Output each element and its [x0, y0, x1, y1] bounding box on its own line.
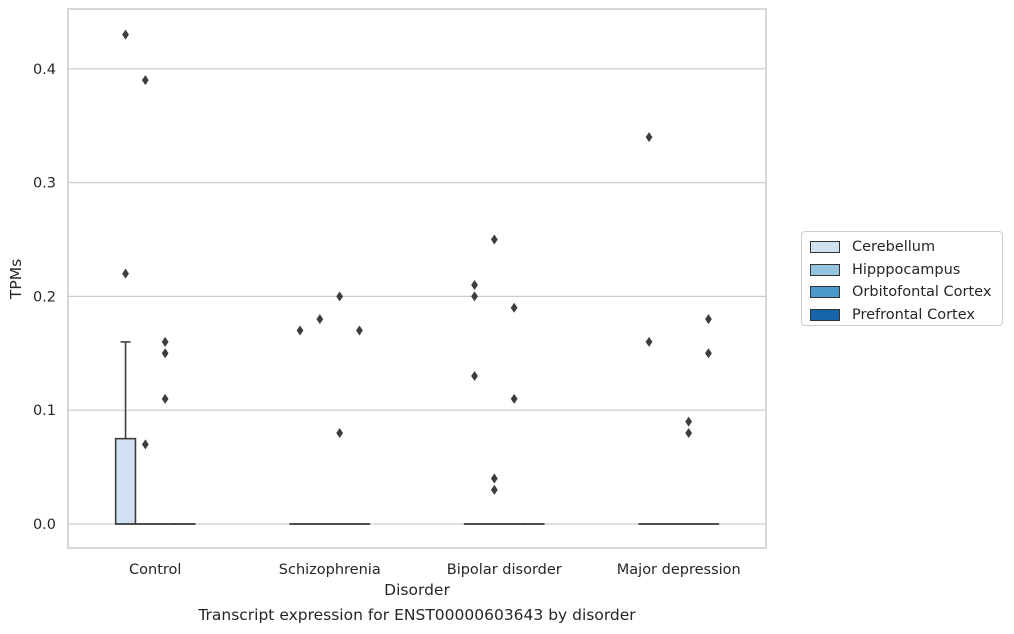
outlier-point [510, 302, 518, 313]
outlier-point [471, 280, 478, 291]
legend-swatch [810, 308, 840, 321]
outlier-point [161, 348, 169, 359]
legend-item-hippocampus: Hipppocampus [810, 259, 994, 282]
x-tick-label: Control [129, 562, 181, 578]
gridlines [68, 68, 766, 525]
legend-label: Hipppocampus [852, 261, 961, 278]
legend-item-orbitofrontal-cortex: Orbitofontal Cortex [810, 281, 994, 304]
legend: Cerebellum Hipppocampus Orbitofontal Cor… [801, 231, 1003, 326]
plot-frame [67, 8, 767, 549]
figure-caption: Transcript expression for ENST0000060364… [198, 606, 636, 624]
box [114, 437, 137, 525]
outlier-point [122, 29, 129, 40]
outlier-point [336, 427, 344, 438]
x-tick-label: Major depression [617, 562, 741, 578]
outlier-point [471, 291, 478, 302]
y-axis-ticks: 0.0 0.1 0.2 0.3 0.4 [33, 62, 56, 533]
outlier-point [141, 75, 149, 86]
outlier-point [705, 348, 712, 359]
outlier-point [685, 427, 693, 438]
legend-label: Orbitofontal Cortex [852, 284, 992, 301]
x-tick-label: Schizophrenia [279, 562, 381, 578]
outlier-point [510, 393, 518, 404]
x-tick-label: Bipolar disorder [447, 562, 562, 578]
legend-swatch [810, 286, 840, 299]
outlier-point [336, 291, 344, 302]
outlier-point [490, 484, 498, 495]
outlier-point [471, 371, 478, 382]
legend-swatch [810, 241, 840, 254]
legend-swatch [810, 263, 840, 276]
outlier-point [316, 314, 324, 325]
y-tick-label: 0.0 [33, 517, 56, 533]
boxes-layer [114, 341, 720, 525]
outlier-point [122, 268, 129, 279]
legend-label: Prefrontal Cortex [852, 306, 975, 323]
outlier-point [490, 234, 498, 245]
outliers-layer [122, 29, 712, 495]
outlier-point [356, 325, 363, 336]
outlier-point [705, 314, 712, 325]
y-axis-label: TPMs [7, 259, 25, 300]
outlier-point [296, 325, 304, 336]
outlier-point [161, 336, 169, 347]
outlier-point [490, 473, 498, 484]
x-axis-ticks: Control Schizophrenia Bipolar disorder Majo… [129, 562, 741, 578]
y-tick-label: 0.3 [33, 176, 56, 192]
outlier-point [141, 439, 149, 450]
legend-label: Cerebellum [852, 239, 936, 256]
y-tick-label: 0.1 [33, 403, 56, 419]
outlier-point [161, 393, 169, 404]
outlier-point [645, 132, 653, 143]
y-tick-label: 0.2 [33, 289, 56, 305]
legend-item-prefrontal-cortex: Prefrontal Cortex [810, 304, 994, 327]
legend-item-cerebellum: Cerebellum [810, 236, 994, 259]
outlier-point [685, 416, 693, 427]
outlier-point [645, 336, 653, 347]
y-tick-label: 0.4 [33, 62, 56, 78]
x-axis-label: Disorder [384, 581, 450, 599]
